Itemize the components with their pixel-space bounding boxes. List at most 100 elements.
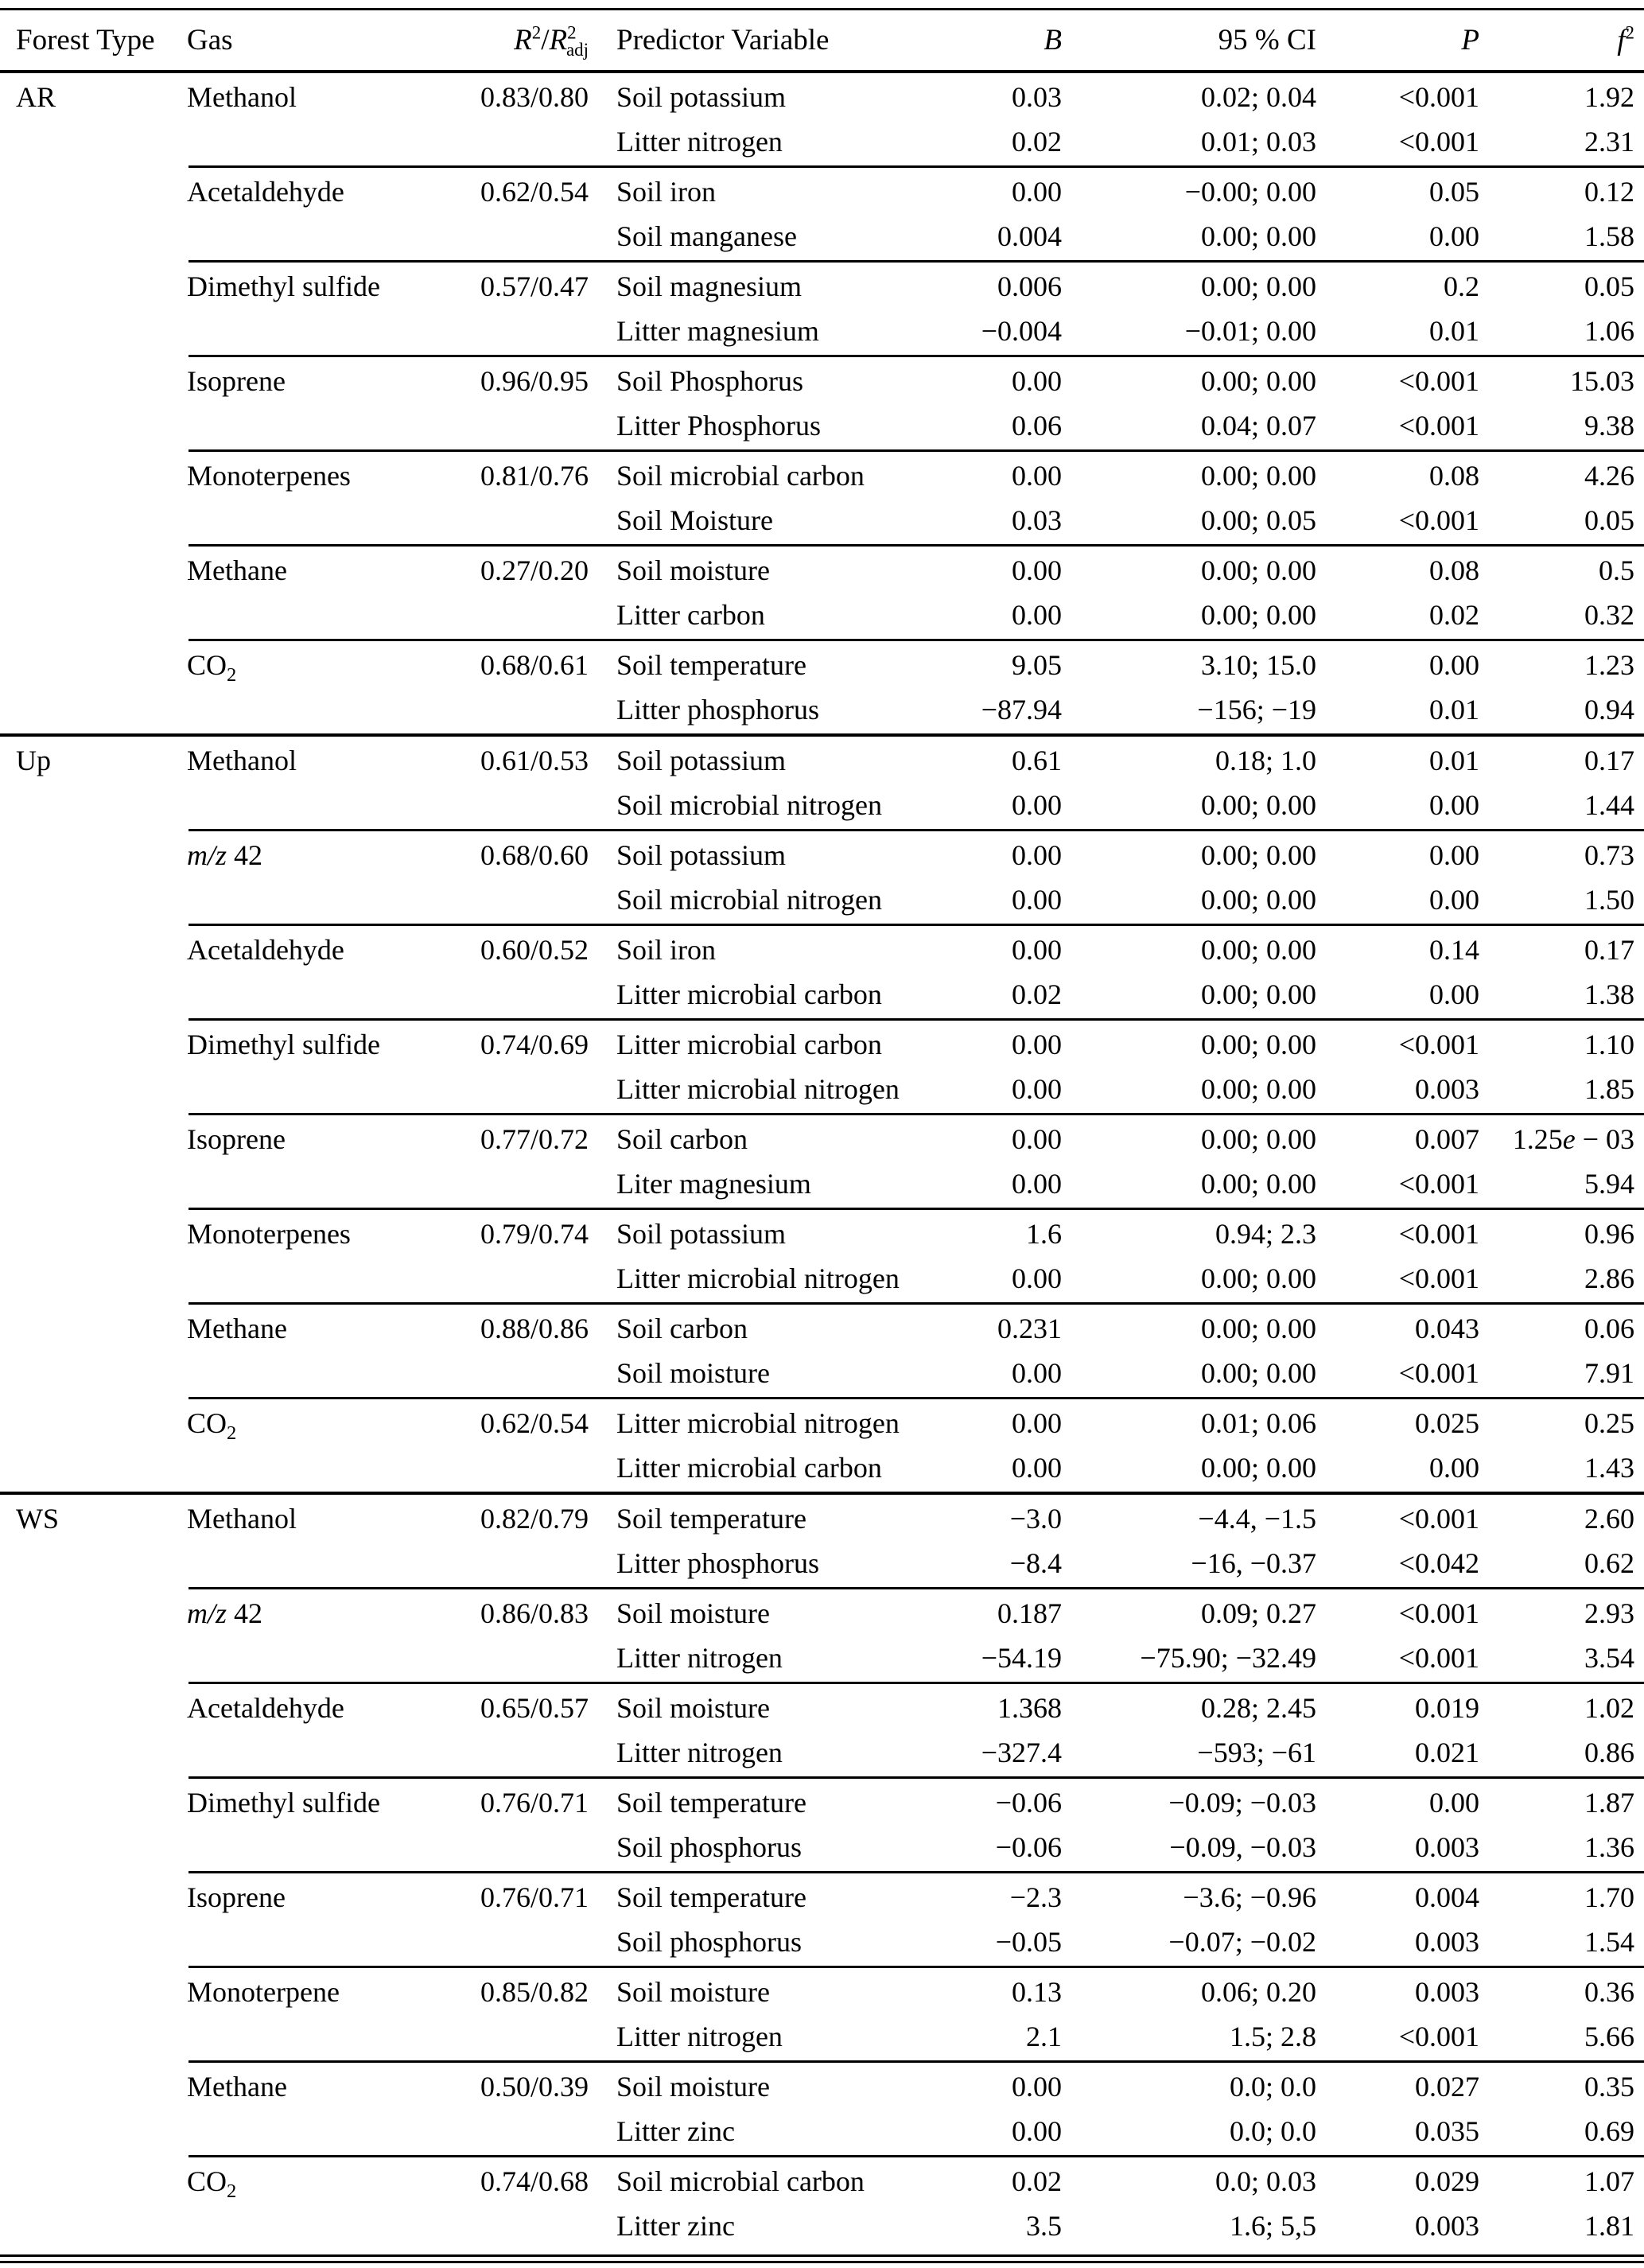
b-value: 0.00 — [1012, 1407, 1062, 1439]
table-row: Litter phosphorus −87.94 −156; −19 0.01 0.94 — [0, 687, 1644, 732]
p-value: <0.001 — [1398, 1357, 1479, 1389]
f2-value: 1.25e − 03 — [1512, 1123, 1634, 1155]
predictor-variable: Soil Phosphorus — [616, 365, 804, 397]
predictor-variable: Litter zinc — [616, 2115, 735, 2147]
gas-group: Methane 0.88/0.86 Soil carbon 0.231 0.00; 0.… — [0, 1305, 1644, 1397]
ci-value: −0.09, −0.03 — [1169, 1831, 1316, 1863]
p-value: 0.021 — [1415, 1737, 1479, 1768]
gas-label: CO2 — [187, 2165, 237, 2203]
p-value: 0.029 — [1415, 2165, 1479, 2197]
f2-value: 0.96 — [1584, 1218, 1634, 1250]
r2-value: 0.79/0.74 — [480, 1218, 589, 1250]
predictor-variable: Soil temperature — [616, 1503, 806, 1535]
predictor-variable: Soil microbial nitrogen — [616, 884, 882, 916]
column-header-predictor: Predictor Variable — [616, 24, 830, 56]
group-separator — [188, 165, 1644, 168]
group-separator — [188, 449, 1644, 452]
section-rule — [0, 733, 1644, 737]
ci-value: 0.18; 1.0 — [1215, 745, 1316, 776]
column-header-gas: Gas — [187, 24, 233, 56]
p-value: 0.14 — [1429, 934, 1479, 966]
gas-group: Up Methanol 0.61/0.53 Soil potassium 0.61 0.1… — [0, 737, 1644, 829]
table-row: Up Methanol 0.61/0.53 Soil potassium 0.61 0.1… — [0, 738, 1644, 783]
b-value: 0.00 — [1012, 1168, 1062, 1200]
ci-value: −593; −61 — [1197, 1737, 1316, 1768]
predictor-variable: Soil moisture — [616, 2071, 771, 2103]
predictor-variable: Litter Phosphorus — [616, 410, 821, 442]
b-value: −54.19 — [981, 1642, 1062, 1674]
b-value: 0.03 — [1012, 504, 1062, 536]
b-value: 0.231 — [997, 1313, 1062, 1344]
gas-label: Dimethyl sulfide — [187, 1029, 380, 1060]
b-value: 0.00 — [1012, 2115, 1062, 2147]
table-row: Dimethyl sulfide 0.57/0.47 Soil magnesium 0… — [0, 264, 1644, 309]
gas-label: Acetaldehyde — [187, 176, 344, 208]
group-separator — [188, 1776, 1644, 1779]
table-row: Methane 0.50/0.39 Soil moisture 0.00 0.0; 0.… — [0, 2064, 1644, 2109]
f2-value: 4.26 — [1584, 460, 1634, 492]
table-row: Dimethyl sulfide 0.76/0.71 Soil temperatur… — [0, 1780, 1644, 1825]
ci-value: 0.00; 0.00 — [1200, 978, 1316, 1010]
predictor-variable: Soil carbon — [616, 1123, 748, 1155]
table-row: Acetaldehyde 0.60/0.52 Soil iron 0.00 0.00; … — [0, 928, 1644, 972]
gas-group: Dimethyl sulfide 0.57/0.47 Soil magnesium 0… — [0, 263, 1644, 355]
ci-value: 0.00; 0.00 — [1200, 1073, 1316, 1105]
b-value: −327.4 — [981, 1737, 1062, 1768]
table-row: Soil microbial nitrogen 0.00 0.00; 0.00 0.0… — [0, 783, 1644, 827]
r2-value: 0.82/0.79 — [480, 1503, 589, 1535]
gas-group: Acetaldehyde 0.65/0.57 Soil moisture 1.368 0… — [0, 1684, 1644, 1776]
predictor-variable: Soil moisture — [616, 1692, 771, 1724]
gas-group: CO2 0.74/0.68 Soil microbial carbon 0.02 0.0… — [0, 2157, 1644, 2250]
gas-group: Isoprene 0.77/0.72 Soil carbon 0.00 0.00; 0.… — [0, 1115, 1644, 1208]
r2-value: 0.62/0.54 — [480, 176, 589, 208]
f2-value: 1.02 — [1584, 1692, 1634, 1724]
predictor-variable: Litter nitrogen — [616, 1642, 783, 1674]
f2-value: 1.38 — [1584, 978, 1634, 1010]
p-value: <0.001 — [1398, 1168, 1479, 1200]
b-value: 0.00 — [1012, 1452, 1062, 1484]
ci-value: 1.6; 5,5 — [1229, 2210, 1316, 2242]
predictor-variable: Litter carbon — [616, 599, 765, 631]
gas-label: Monoterpenes — [187, 1218, 351, 1250]
gas-label: Methane — [187, 554, 287, 586]
r2-value: 0.60/0.52 — [480, 934, 589, 966]
r2-value: 0.96/0.95 — [480, 365, 589, 397]
p-value: 0.2 — [1444, 270, 1479, 302]
gas-group: Acetaldehyde 0.62/0.54 Soil iron 0.00 −0.00;… — [0, 168, 1644, 260]
ci-value: 0.06; 0.20 — [1200, 1976, 1316, 2008]
b-value: −3.0 — [1009, 1503, 1062, 1535]
group-separator — [188, 1871, 1644, 1873]
group-separator — [188, 924, 1644, 926]
group-separator — [188, 1302, 1644, 1305]
p-value: 0.00 — [1429, 1787, 1479, 1819]
gas-group: Isoprene 0.76/0.71 Soil temperature −2.3 −3.… — [0, 1873, 1644, 1966]
r2-value: 0.76/0.71 — [480, 1787, 589, 1819]
p-value: 0.035 — [1415, 2115, 1479, 2147]
f2-value: 3.54 — [1584, 1642, 1634, 1674]
ci-value: 0.01; 0.06 — [1200, 1407, 1316, 1439]
table-row: Litter magnesium −0.004 −0.01; 0.00 0.01 1.0… — [0, 309, 1644, 353]
top-rule — [0, 8, 1644, 10]
table-row: Litter nitrogen −54.19 −75.90; −32.49 <0.00… — [0, 1636, 1644, 1680]
b-value: 0.00 — [1012, 789, 1062, 821]
p-value: 0.00 — [1429, 649, 1479, 681]
b-value: −0.06 — [995, 1787, 1062, 1819]
group-separator — [188, 1397, 1644, 1399]
table-row: Litter microbial nitrogen 0.00 0.00; 0.00 <… — [0, 1256, 1644, 1301]
gas-label: CO2 — [187, 1407, 237, 1445]
p-value: 0.08 — [1429, 554, 1479, 586]
f2-value: 9.38 — [1584, 410, 1634, 442]
f2-value: 2.31 — [1584, 126, 1634, 158]
ci-value: 0.00; 0.00 — [1200, 270, 1316, 302]
ci-value: 0.28; 2.45 — [1200, 1692, 1316, 1724]
f2-value: 0.86 — [1584, 1737, 1634, 1768]
group-separator — [188, 544, 1644, 547]
b-value: 0.02 — [1012, 126, 1062, 158]
b-value: −2.3 — [1009, 1881, 1062, 1913]
table-row: Soil phosphorus −0.05 −0.07; −0.02 0.003 1.5… — [0, 1920, 1644, 1964]
ci-value: 0.02; 0.04 — [1200, 81, 1316, 113]
predictor-variable: Soil moisture — [616, 1357, 771, 1389]
b-value: −0.06 — [995, 1831, 1062, 1863]
f2-value: 0.5 — [1599, 554, 1634, 586]
gas-label: Dimethyl sulfide — [187, 1787, 380, 1819]
